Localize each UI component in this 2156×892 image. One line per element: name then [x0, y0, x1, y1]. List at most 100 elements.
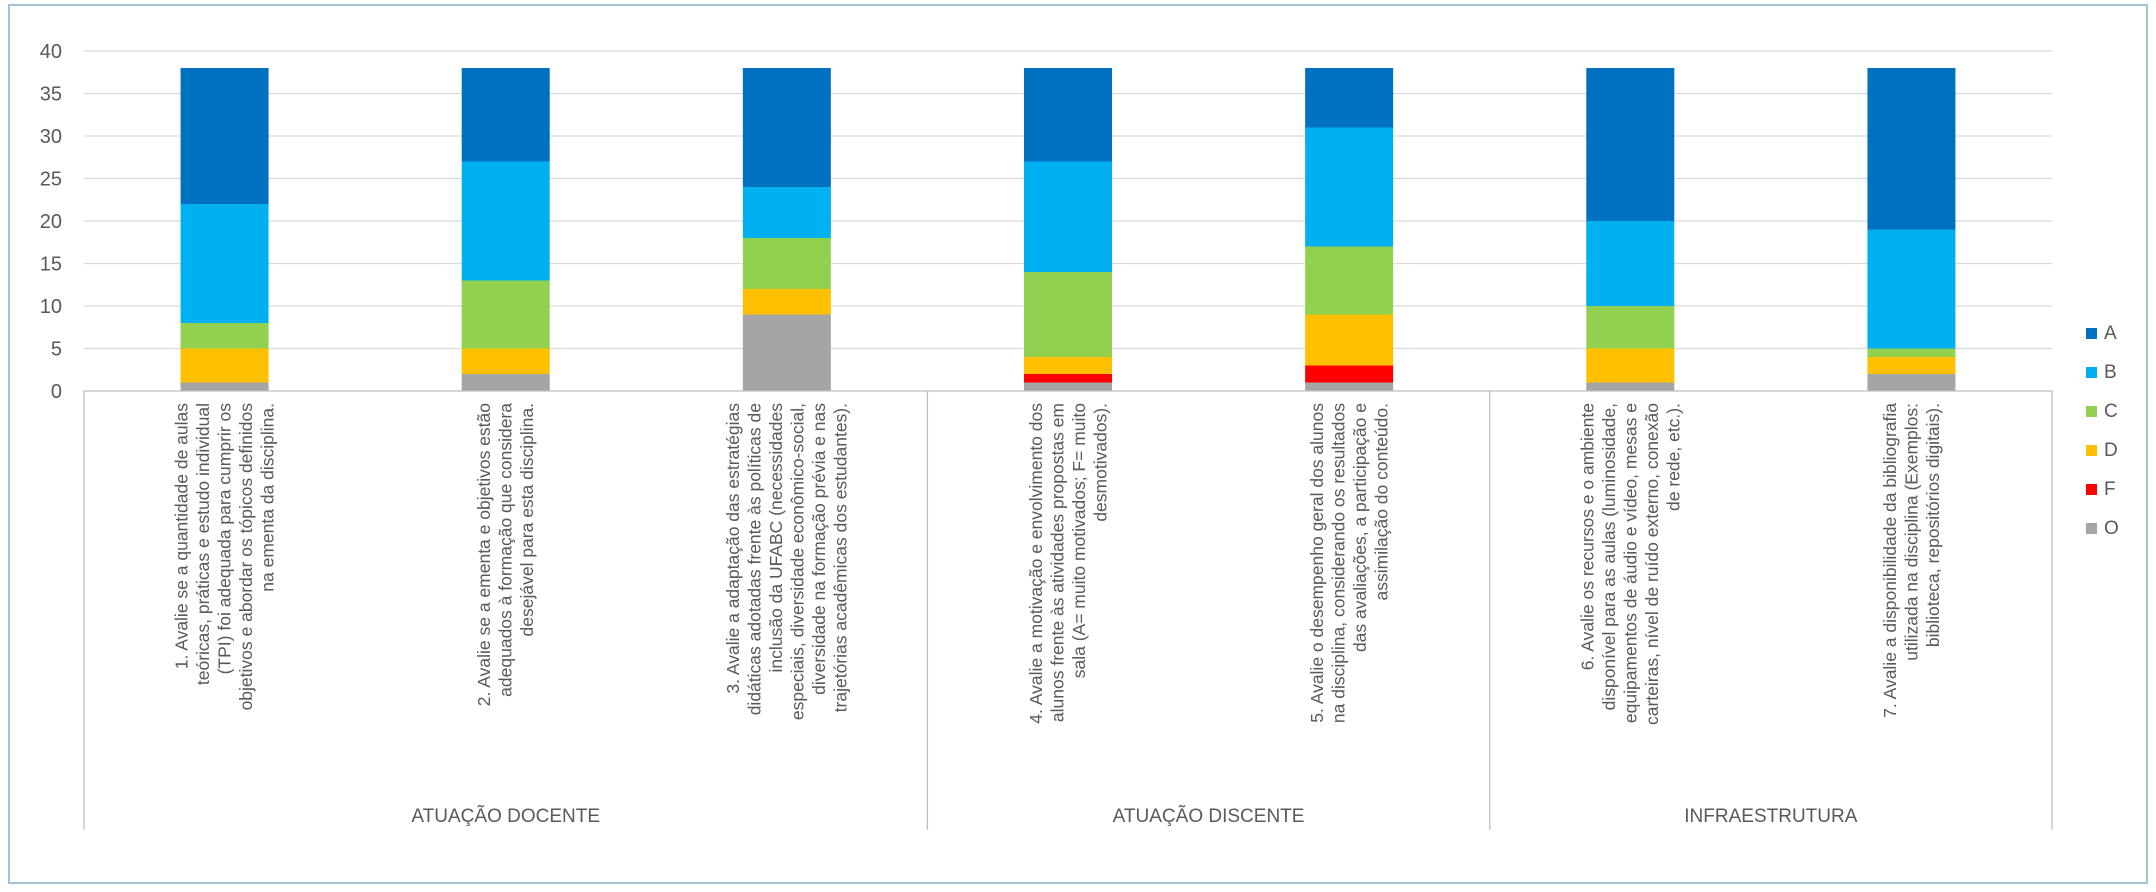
bar-segment-o	[461, 374, 550, 391]
bar-segment-b	[1867, 229, 1956, 349]
category-label-line: (TPI) foi adequada para cumprir os	[215, 403, 235, 675]
legend-swatch-b	[2086, 367, 2097, 378]
category-label-line: especiais, diversidade econômico-social,	[788, 403, 808, 720]
category-label-line: assimilação do conteúdo.	[1371, 403, 1391, 600]
bar-segment-b	[1305, 127, 1394, 247]
legend-swatch-o	[2086, 523, 2097, 534]
bars	[180, 68, 1956, 391]
category-label-line: teóricas, práticas e estudo individual	[193, 403, 213, 685]
category-label-line: de rede, etc.).	[1663, 403, 1683, 511]
category-label: 2. Avalie se a ementa e objetivos estão a…	[474, 403, 537, 706]
bar-segment-d	[1024, 357, 1112, 374]
category-label-line: 1. Avalie se a quantidade de aulas	[172, 403, 192, 670]
category-label-line: na disciplina, considerando os resultado…	[1328, 403, 1348, 723]
category-label-line: desejável para esta disciplina.	[517, 403, 537, 636]
category-label-line: 7. Avalie a disponibilidade da bibliogra…	[1880, 403, 1900, 718]
y-tick-label: 20	[40, 211, 62, 233]
bar-segment-d	[180, 348, 269, 383]
bar-segment-a	[1586, 68, 1675, 221]
category-label-line: adequados à formação que considera	[496, 403, 516, 697]
category-label-line: trajetórias acadêmicas dos estudantes).	[831, 403, 851, 712]
category-label: 4. Avalie a motivação e envolvimento dos…	[1026, 403, 1111, 724]
bar-segment-c	[1305, 246, 1394, 315]
category-label-line: carteiras, nível de ruído externo, conex…	[1642, 403, 1662, 725]
bar-segment-d	[461, 348, 550, 374]
group-label: INFRAESTRUTURA	[1684, 806, 1857, 827]
category-label-line: disponível para as aulas (luminosidade,	[1599, 403, 1619, 710]
bar-segment-b	[180, 204, 269, 323]
bar-segment-a	[742, 68, 831, 187]
group-label: ATUAÇÃO DISCENTE	[1113, 805, 1305, 827]
bar-segment-b	[1024, 161, 1112, 272]
bar-segment-a	[461, 68, 550, 162]
group-label: ATUAÇÃO DOCENTE	[411, 805, 600, 827]
category-label-line: objetivos e abordar os tópicos definidos	[236, 403, 256, 711]
bar-segment-d	[1867, 357, 1956, 374]
legend-label: O	[2104, 518, 2119, 539]
y-tick-label: 0	[51, 381, 62, 403]
category-label-line: equipamentos de áudio e vídeo, mesas e	[1620, 403, 1640, 723]
legend-label: B	[2104, 362, 2117, 383]
bar-segment-a	[180, 68, 269, 204]
legend-label: D	[2104, 440, 2118, 461]
legend-label: C	[2104, 401, 2118, 422]
bar-segment-a	[1867, 68, 1956, 230]
category-label-line: desmotivados).	[1090, 403, 1110, 522]
category-label-line: inclusão da UFABC (necessidades	[766, 403, 786, 673]
category-label-line: 5. Avalie o desempenho geral dos alunos	[1307, 403, 1327, 723]
y-tick-label: 40	[40, 41, 62, 63]
legend-swatch-d	[2086, 445, 2097, 456]
legend-label: A	[2104, 323, 2117, 344]
category-label: 1. Avalie se a quantidade de aulas teóric…	[172, 403, 278, 711]
category-label-line: diversidade na formação prévia e nas	[809, 403, 829, 695]
category-label-line: alunos frente às atividades propostas em	[1047, 403, 1067, 722]
bar-segment-c	[461, 280, 550, 349]
bar-segment-o	[180, 382, 269, 391]
bar-segment-b	[461, 161, 550, 281]
y-tick-label: 10	[40, 296, 62, 318]
bar-segment-b	[1586, 221, 1675, 306]
bar-segment-o	[1586, 382, 1675, 391]
bar-segment-c	[1586, 306, 1675, 349]
y-axis-ticks: 0 5 10 15 20 25 30 35 40	[40, 41, 62, 403]
bar-segment-c	[180, 323, 269, 349]
legend-swatch-a	[2086, 328, 2097, 339]
category-label: 6. Avalie os recursos e o ambiente dispon…	[1577, 403, 1683, 725]
category-label-line: didáticas adotadas frente às políticas d…	[745, 403, 765, 715]
bar-segment-c	[1024, 272, 1112, 357]
category-label-line: 6. Avalie os recursos e o ambiente	[1577, 403, 1597, 670]
y-tick-label: 35	[40, 84, 62, 106]
category-label-line: 4. Avalie a motivação e envolvimento dos	[1026, 403, 1046, 724]
bar-segment-a	[1024, 68, 1112, 162]
bar-segment-a	[1305, 68, 1394, 128]
category-label: 3. Avalie a adaptação das estratégias did…	[723, 403, 851, 720]
bar-segment-o	[1024, 382, 1112, 391]
category-label: 7. Avalie a disponibilidade da bibliogra…	[1880, 403, 1943, 718]
bar-segment-c	[742, 238, 831, 289]
bar-segment-f	[1305, 365, 1394, 383]
category-label-line: das avaliações, a participação e	[1350, 403, 1370, 652]
bar-segment-d	[742, 289, 831, 315]
group-labels: ATUAÇÃO DOCENTE ATUAÇÃO DISCENTE INFRAESTR…	[411, 805, 1857, 827]
category-label-line: 3. Avalie a adaptação das estratégias	[723, 403, 743, 694]
bar-segment-o	[1867, 374, 1956, 391]
bar-segment-b	[742, 187, 831, 238]
y-tick-label: 25	[40, 169, 62, 191]
bar-segment-d	[1305, 314, 1394, 366]
bar-segment-o	[1305, 382, 1394, 391]
category-label-line: biblioteca, repositórios digitais).	[1923, 403, 1943, 647]
category-label: 5. Avalie o desempenho geral dos alunos n…	[1307, 403, 1392, 723]
category-label-line: 2. Avalie se a ementa e objetivos estão	[474, 403, 494, 706]
legend-label: F	[2104, 479, 2116, 500]
y-tick-label: 15	[40, 254, 62, 276]
category-label-line: sala (A= muito motivados; F= muito	[1069, 403, 1089, 678]
bar-segment-d	[1586, 348, 1675, 383]
bar-segment-o	[742, 314, 831, 391]
category-labels: 1. Avalie se a quantidade de aulas teóric…	[172, 403, 1943, 725]
x-axis	[83, 390, 2053, 830]
bar-segment-f	[1024, 374, 1112, 383]
legend-swatch-c	[2086, 406, 2097, 417]
legend-swatch-f	[2086, 484, 2097, 495]
